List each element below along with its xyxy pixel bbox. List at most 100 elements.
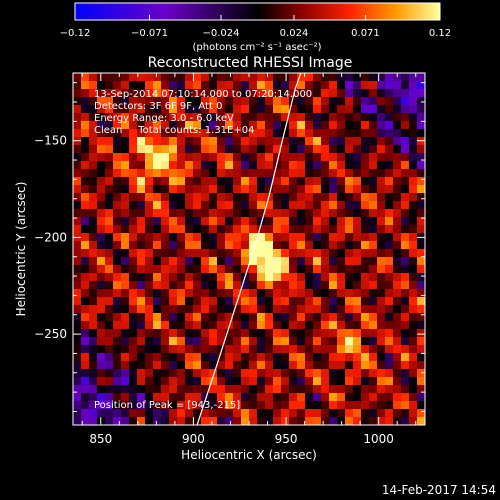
heatmap-cell	[129, 185, 138, 194]
heatmap-cell	[129, 345, 138, 354]
chart-title: Reconstructed RHESSI Image	[148, 55, 353, 71]
heatmap-cell	[305, 209, 314, 218]
heatmap-cell	[273, 73, 282, 82]
heatmap-cell	[153, 145, 162, 154]
heatmap-cell	[377, 401, 386, 410]
heatmap-cell	[401, 297, 410, 306]
heatmap-cell	[369, 113, 378, 122]
heatmap-cell	[337, 185, 346, 194]
heatmap-cell	[129, 105, 138, 114]
heatmap-cell	[169, 401, 178, 410]
heatmap-cell	[257, 97, 266, 106]
heatmap-cell	[185, 409, 194, 418]
heatmap-cell	[329, 177, 338, 186]
heatmap-cell	[97, 137, 106, 146]
heatmap-cell	[193, 161, 202, 170]
heatmap-cell	[385, 321, 394, 330]
heatmap-cell	[377, 129, 386, 138]
heatmap-cell	[281, 89, 290, 98]
heatmap-cell	[161, 257, 170, 266]
heatmap-cell	[169, 385, 178, 394]
heatmap-cell	[249, 297, 258, 306]
heatmap-cell	[145, 369, 154, 378]
heatmap-cell	[385, 73, 394, 82]
heatmap-cell	[417, 257, 425, 266]
heatmap-cell	[385, 81, 394, 90]
heatmap-cell	[225, 401, 234, 410]
heatmap-cell	[73, 129, 82, 138]
heatmap-cell	[145, 89, 154, 98]
heatmap-cell	[169, 129, 178, 138]
heatmap-cell	[89, 121, 98, 130]
heatmap-cell	[89, 177, 98, 186]
heatmap-cell	[233, 73, 242, 82]
heatmap-cell	[385, 129, 394, 138]
heatmap-cell	[353, 89, 362, 98]
heatmap-cell	[209, 385, 218, 394]
heatmap-cell	[161, 217, 170, 226]
heatmap-cell	[313, 305, 322, 314]
heatmap-cell	[321, 281, 330, 290]
heatmap-cell	[241, 385, 250, 394]
heatmap-cell	[321, 241, 330, 250]
heatmap-cell	[377, 377, 386, 386]
heatmap-cell	[305, 401, 314, 410]
heatmap-cell	[169, 377, 178, 386]
heatmap-cell	[113, 353, 122, 362]
y-tick-label: −250	[34, 327, 67, 341]
heatmap-cell	[305, 361, 314, 370]
heatmap-cell	[193, 233, 202, 242]
heatmap-cell	[305, 321, 314, 330]
heatmap-cell	[193, 273, 202, 282]
heatmap-cell	[361, 145, 370, 154]
x-tick-label: 950	[275, 432, 298, 446]
heatmap-cell	[145, 321, 154, 330]
heatmap-cell	[89, 417, 98, 425]
heatmap-cell	[305, 89, 314, 98]
heatmap-cell	[121, 305, 130, 314]
heatmap-cell	[313, 129, 322, 138]
heatmap-cell	[377, 121, 386, 130]
heatmap-cell	[361, 273, 370, 282]
heatmap-cell	[209, 145, 218, 154]
heatmap-cell	[129, 209, 138, 218]
heatmap-cell	[201, 217, 210, 226]
heatmap-cell	[281, 97, 290, 106]
heatmap-cell	[417, 241, 425, 250]
heatmap-cell	[401, 313, 410, 322]
heatmap-cell	[289, 161, 298, 170]
heatmap-cell	[217, 177, 226, 186]
heatmap-cell	[393, 201, 402, 210]
heatmap-cell	[209, 241, 218, 250]
heatmap-cell	[137, 313, 146, 322]
heatmap-cell	[249, 169, 258, 178]
heatmap-cell	[417, 313, 425, 322]
heatmap-cell	[225, 81, 234, 90]
heatmap-cell	[121, 369, 130, 378]
heatmap-cell	[249, 377, 258, 386]
heatmap-cell	[313, 241, 322, 250]
heatmap-cell	[353, 361, 362, 370]
heatmap-cell	[401, 81, 410, 90]
heatmap-cell	[345, 193, 354, 202]
heatmap-cell	[249, 369, 258, 378]
heatmap-cell	[281, 377, 290, 386]
heatmap-cell	[177, 241, 186, 250]
heatmap-cell	[297, 177, 306, 186]
heatmap-cell	[329, 329, 338, 338]
heatmap-cell	[297, 193, 306, 202]
heatmap-cell	[337, 257, 346, 266]
heatmap-cell	[265, 361, 274, 370]
heatmap-cell	[129, 121, 138, 130]
heatmap-cell	[401, 153, 410, 162]
heatmap-cell	[113, 161, 122, 170]
heatmap-cell	[105, 105, 114, 114]
heatmap-cell	[161, 153, 170, 162]
heatmap-cell	[177, 321, 186, 330]
heatmap-cell	[393, 281, 402, 290]
heatmap-cell	[385, 105, 394, 114]
heatmap-cell	[257, 201, 266, 210]
heatmap-cell	[217, 401, 226, 410]
x-tick-label: 900	[182, 432, 205, 446]
heatmap-cell	[209, 313, 218, 322]
